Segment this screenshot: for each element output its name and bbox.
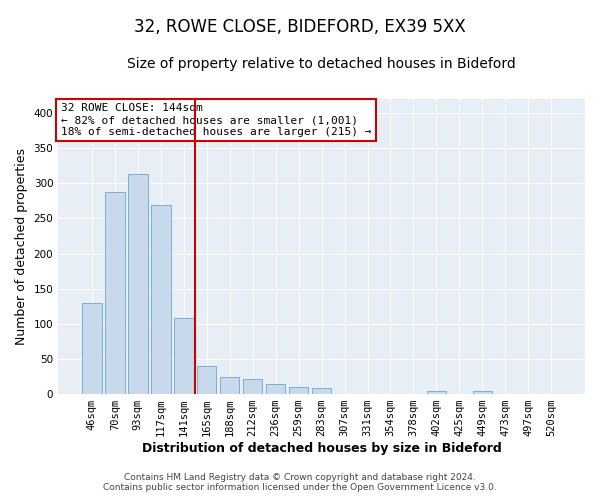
Bar xyxy=(151,205,170,394)
Bar xyxy=(473,390,492,394)
Bar xyxy=(82,303,101,394)
Bar xyxy=(266,384,286,394)
Bar xyxy=(128,174,148,394)
Title: Size of property relative to detached houses in Bideford: Size of property relative to detached ho… xyxy=(127,58,516,71)
Text: Contains HM Land Registry data © Crown copyright and database right 2024.
Contai: Contains HM Land Registry data © Crown c… xyxy=(103,473,497,492)
Bar xyxy=(105,192,125,394)
Bar xyxy=(197,366,217,394)
Bar xyxy=(289,387,308,394)
Text: 32, ROWE CLOSE, BIDEFORD, EX39 5XX: 32, ROWE CLOSE, BIDEFORD, EX39 5XX xyxy=(134,18,466,36)
X-axis label: Distribution of detached houses by size in Bideford: Distribution of detached houses by size … xyxy=(142,442,502,455)
Bar xyxy=(174,318,194,394)
Bar xyxy=(243,378,262,394)
Bar xyxy=(220,376,239,394)
Text: 32 ROWE CLOSE: 144sqm
← 82% of detached houses are smaller (1,001)
18% of semi-d: 32 ROWE CLOSE: 144sqm ← 82% of detached … xyxy=(61,104,371,136)
Bar xyxy=(312,388,331,394)
Bar xyxy=(427,390,446,394)
Y-axis label: Number of detached properties: Number of detached properties xyxy=(15,148,28,345)
